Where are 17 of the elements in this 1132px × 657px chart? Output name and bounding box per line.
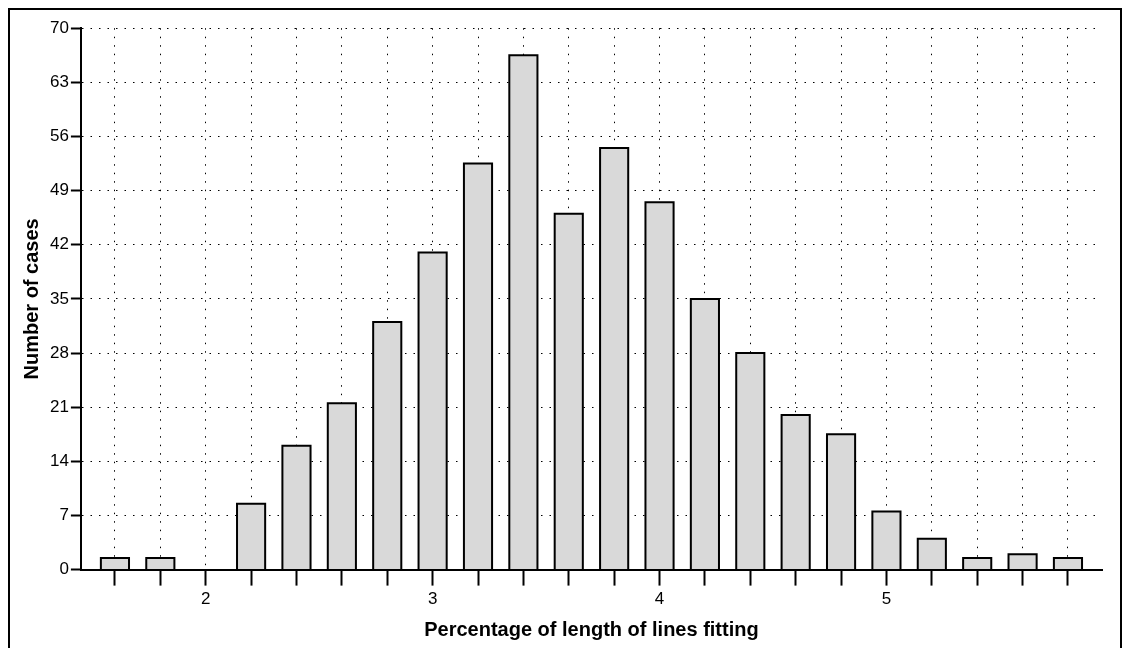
y-tick-label: 63 — [49, 72, 69, 92]
x-tick-label: 5 — [881, 589, 892, 609]
y-tick-label: 35 — [49, 288, 69, 308]
y-tick-label: 56 — [49, 126, 69, 146]
y-tick-label: 0 — [59, 559, 69, 579]
x-axis-title: Percentage of length of lines fitting — [424, 617, 759, 640]
y-tick-label: 21 — [49, 396, 69, 416]
y-tick-label: 70 — [49, 17, 69, 37]
x-tick-label: 3 — [427, 589, 438, 609]
y-axis-title: Number of cases — [19, 218, 42, 380]
y-tick-label: 7 — [59, 505, 69, 525]
y-tick-label: 42 — [49, 234, 69, 254]
x-tick-label: 2 — [200, 589, 211, 609]
y-tick-label: 14 — [49, 451, 69, 471]
x-tick-label: 4 — [654, 589, 665, 609]
y-tick-label: 28 — [49, 342, 69, 362]
y-tick-label: 49 — [49, 180, 69, 200]
